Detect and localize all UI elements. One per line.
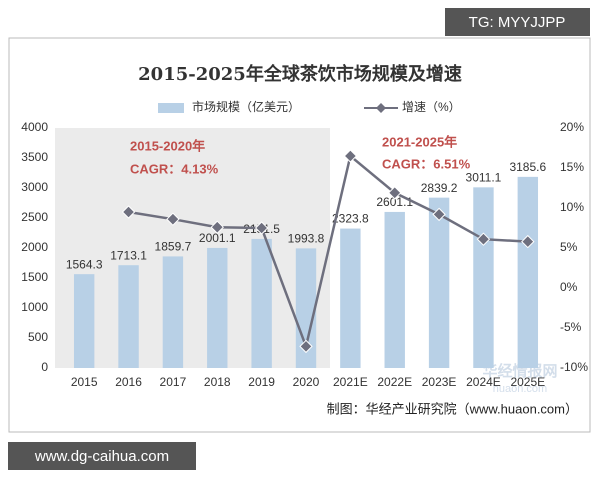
y2-tick-label: -10%	[560, 360, 588, 374]
line-marker	[121, 205, 136, 219]
annotation: CAGR：4.13%	[130, 161, 219, 176]
bar	[384, 211, 405, 368]
bar	[340, 228, 361, 368]
y2-tick-label: 15%	[560, 160, 584, 174]
line-marker	[343, 149, 358, 163]
y-tick-label: 500	[28, 330, 48, 344]
y-tick-label: 3500	[21, 150, 48, 164]
chart-title: 2015-2025年全球茶饮市场规模及增速	[138, 63, 462, 85]
value-label: 1993.8	[288, 232, 325, 246]
value-label: 1859.7	[155, 240, 192, 254]
watermark-box	[445, 8, 590, 36]
line	[128, 153, 528, 351]
line-marker	[254, 221, 269, 235]
value-label: 3011.1	[466, 171, 502, 185]
line-marker	[432, 207, 446, 222]
line-marker	[521, 234, 535, 249]
bar	[251, 238, 272, 368]
bar	[118, 265, 139, 368]
value-label: 3185.6	[509, 160, 546, 174]
x-tick-label: 2019	[248, 375, 275, 389]
x-tick-label: 2017	[160, 375, 187, 389]
watermark-box	[8, 442, 196, 470]
x-tick-label: 2020	[293, 375, 320, 389]
x-tick-label: 2023E	[422, 375, 457, 389]
x-tick-label: 2022E	[377, 375, 412, 389]
annotation: 2021-2025年	[382, 134, 457, 149]
line-marker	[299, 339, 313, 354]
y-tick-label: 2000	[21, 240, 48, 254]
source: 制图：华经产业研究院（www.huaon.com）	[327, 401, 578, 416]
bar	[428, 197, 450, 368]
bar	[207, 247, 228, 368]
x-tick-label: 2021E	[333, 375, 368, 389]
bar	[73, 274, 95, 368]
x-tick-label: 2016	[115, 375, 142, 389]
y2-tick-label: 0%	[560, 280, 578, 294]
watermark: 华经情报网	[482, 362, 557, 380]
value-label: 1713.1	[110, 248, 147, 262]
bar	[517, 176, 539, 368]
legend-swatch	[158, 103, 184, 113]
x-tick-label: 2024E	[466, 375, 501, 389]
value-label: 2001.1	[199, 231, 236, 245]
y2-tick-label: -5%	[560, 320, 582, 334]
legend-label: 市场规模（亿美元）	[192, 99, 300, 114]
y-tick-label: 4000	[21, 120, 48, 134]
y-tick-label: 2500	[21, 210, 48, 224]
value-label: 2839.2	[421, 181, 458, 195]
watermark: TG: MYYJJPP	[469, 14, 566, 31]
shaded-period	[55, 128, 330, 368]
bar	[473, 187, 494, 368]
value-label: 1564.3	[66, 257, 103, 271]
line-marker	[476, 232, 491, 246]
legend-label: 增速（%）	[402, 100, 461, 114]
y2-tick-label: 5%	[560, 240, 578, 254]
line-marker	[166, 212, 180, 226]
x-tick-label: 2015	[71, 375, 98, 389]
y2-tick-label: 10%	[560, 200, 584, 214]
y-tick-label: 1000	[21, 300, 48, 314]
bar	[162, 256, 184, 368]
y2-tick-label: 20%	[560, 120, 584, 134]
value-label: 2323.8	[332, 212, 369, 226]
annotation: CAGR：6.51%	[382, 156, 471, 171]
bar	[295, 248, 317, 368]
y-tick-label: 1500	[21, 270, 48, 284]
line-marker	[388, 186, 402, 200]
watermark: huaon.com	[493, 383, 547, 395]
x-tick-label: 2018	[204, 375, 231, 389]
legend-marker	[376, 103, 386, 113]
x-tick-label: 2025E	[510, 375, 545, 389]
line-marker	[210, 220, 224, 234]
watermark: www.dg-caihua.com	[34, 448, 169, 465]
y-tick-label: 3000	[21, 180, 48, 194]
y-tick-label: 0	[41, 360, 48, 374]
annotation: 2015-2020年	[130, 138, 205, 153]
